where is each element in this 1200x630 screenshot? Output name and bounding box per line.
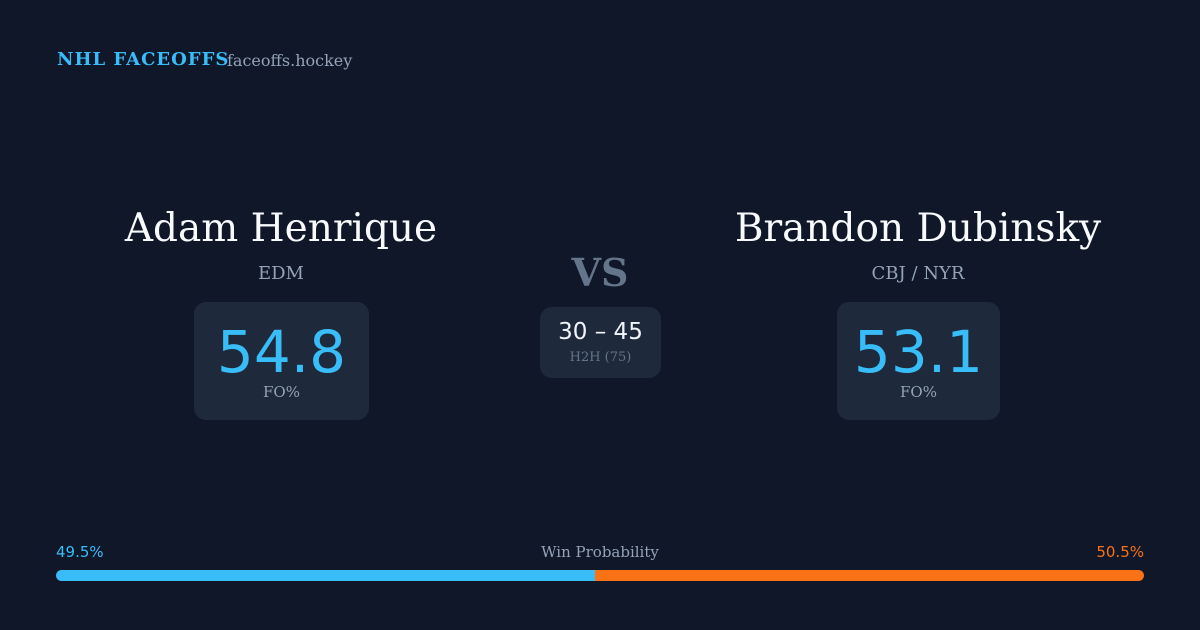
bar-left xyxy=(56,570,595,581)
player-team: CBJ / NYR xyxy=(871,263,965,284)
win-prob-title: Win Probability xyxy=(541,543,659,561)
brand: NHL FACEOFFS xyxy=(57,49,230,70)
fo-pct: 53.1 xyxy=(853,318,984,386)
win-prob-left: 49.5% xyxy=(56,543,104,561)
stat-box: 53.1 FO% xyxy=(837,302,1000,420)
player-team: EDM xyxy=(257,263,304,284)
h2h-label: H2H (75) xyxy=(569,350,632,365)
h2h-score: 30 – 45 xyxy=(558,319,643,345)
player-name: Brandon Dubinsky xyxy=(734,206,1102,251)
fo-label: FO% xyxy=(900,383,937,401)
win-prob-right: 50.5% xyxy=(1096,543,1144,561)
fo-pct: 54.8 xyxy=(216,318,347,386)
player-name: Adam Henrique xyxy=(124,206,438,251)
win-prob-bar xyxy=(56,570,1144,581)
fo-label: FO% xyxy=(263,383,300,401)
h2h-box: 30 – 45 H2H (75) xyxy=(540,307,661,378)
site: faceoffs.hockey xyxy=(227,51,353,70)
bar-right xyxy=(594,570,1144,581)
vs: VS xyxy=(571,250,629,295)
stat-box: 54.8 FO% xyxy=(194,302,369,420)
